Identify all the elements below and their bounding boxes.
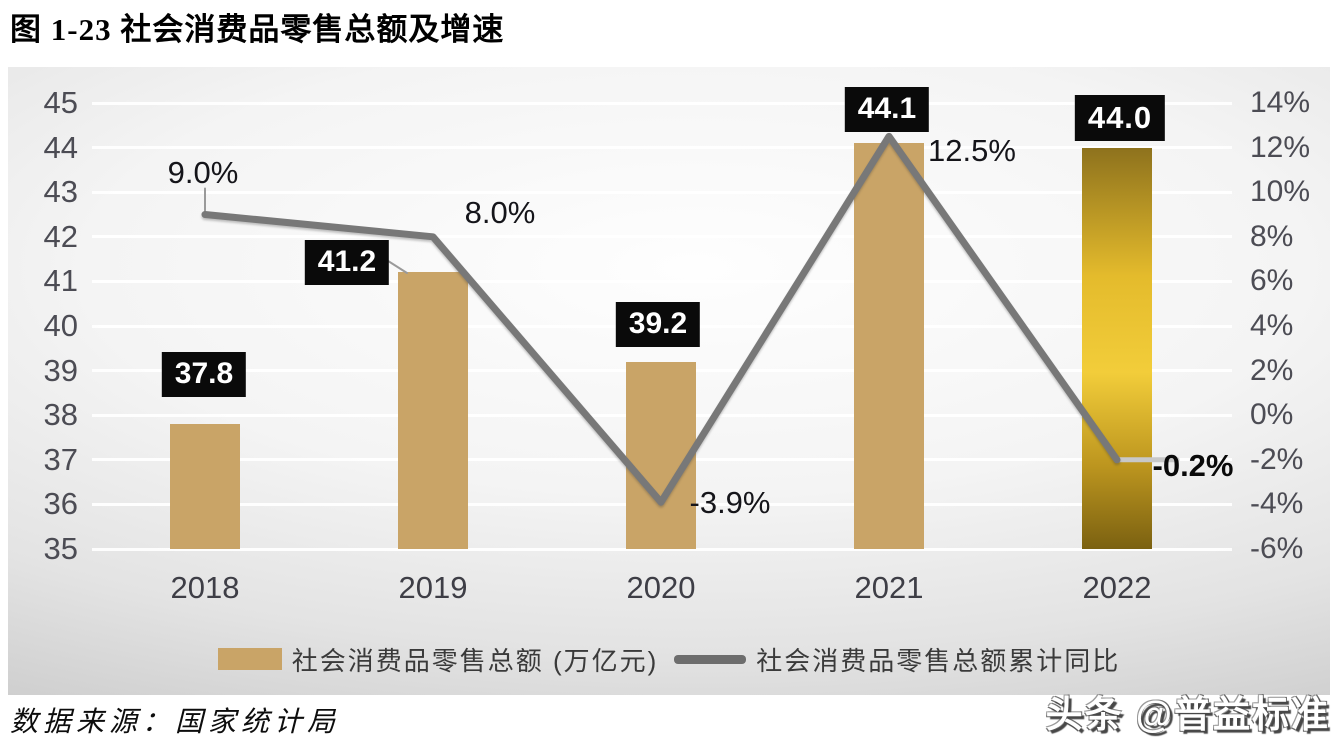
bars-layer (8, 67, 1330, 695)
gridline (92, 146, 1232, 150)
gridline (92, 547, 1232, 551)
legend-line-swatch (674, 654, 747, 664)
left-axis-tick: 45 (43, 85, 78, 120)
x-axis-label: 2020 (626, 570, 696, 605)
bar-2022-gold (1082, 147, 1152, 549)
gridline (92, 279, 1232, 283)
chart-panel: 45 14% 44 12% 43 10% 42 8% 41 6% 40 4% 39 2% 38 0% 37 -2%… (8, 67, 1330, 695)
x-axis-label: 2019 (398, 570, 468, 605)
right-axis-tick: 12% (1250, 130, 1311, 164)
right-axis-tick: -6% (1250, 532, 1304, 565)
bar-value-label: 44.1 (844, 87, 930, 132)
right-axis-tick: 4% (1250, 309, 1294, 342)
bar-value-label: 41.2 (304, 240, 390, 285)
left-axis-tick: 42 (43, 218, 78, 254)
x-axis-label: 2022 (1082, 570, 1152, 605)
labels-layer: 37.8 41.2 39.2 44.1 44.0 9.0% 8.0% -3.9% 12.5% -0… (8, 67, 1330, 695)
right-axis-tick: -4% (1250, 487, 1304, 521)
left-axis-tick: 40 (43, 308, 78, 343)
left-axis-tick: 35 (43, 531, 78, 566)
x-axis-label: 2018 (170, 570, 240, 605)
legend-bar-series-label: 社会消费品零售总额 (万亿元) (291, 645, 659, 676)
figure-title: 图 1-23 社会消费品零售总额及增速 (10, 12, 505, 47)
right-axis-tick: 2% (1250, 353, 1294, 387)
right-axis-tick: 14% (1250, 86, 1311, 119)
line-value-label: -0.2% (1152, 448, 1234, 483)
left-axis-tick: 41 (43, 263, 78, 299)
left-axis-tick: 38 (43, 397, 78, 433)
chart-legend: 社会消费品零售总额 (万亿元) 社会消费品零售总额累计同比 (8, 643, 1330, 676)
gridline (92, 235, 1232, 239)
legend-bar-swatch (217, 648, 282, 670)
bar (398, 272, 468, 549)
right-axis-tick: 0% (1250, 398, 1294, 432)
growth-line (201, 132, 1121, 506)
legend-line-series-label: 社会消费品零售总额累计同比 (756, 645, 1121, 676)
gridline (92, 101, 1232, 105)
bar-value-label: 39.2 (615, 302, 701, 347)
left-axis-tick: 43 (43, 174, 78, 210)
bar-value-label: 44.0 (1074, 95, 1166, 141)
right-axis-tick: -2% (1250, 442, 1304, 476)
right-axis-tick: 6% (1250, 264, 1294, 298)
left-axis-tick: 44 (43, 129, 78, 165)
watermark-toutiao: 头条 @普益标准 (1045, 694, 1330, 735)
gridline (92, 190, 1232, 194)
line-value-label: -3.9% (689, 485, 771, 520)
line-value-label: 12.5% (928, 133, 1016, 168)
right-axis-tick: 10% (1250, 175, 1311, 209)
bar (170, 424, 240, 549)
bar-value-label: 37.8 (161, 352, 247, 397)
left-axis-tick: 36 (43, 486, 78, 522)
left-axis-tick: 37 (43, 441, 78, 477)
data-source-note: 数据来源：国家统计局 (10, 707, 341, 738)
bar (854, 143, 924, 549)
bar (626, 361, 696, 549)
right-axis-tick: 8% (1250, 219, 1294, 253)
x-axis-label: 2021 (854, 570, 924, 605)
line-value-label: 8.0% (464, 195, 536, 230)
left-axis-tick: 39 (43, 352, 78, 388)
line-value-label: 9.0% (167, 155, 239, 190)
